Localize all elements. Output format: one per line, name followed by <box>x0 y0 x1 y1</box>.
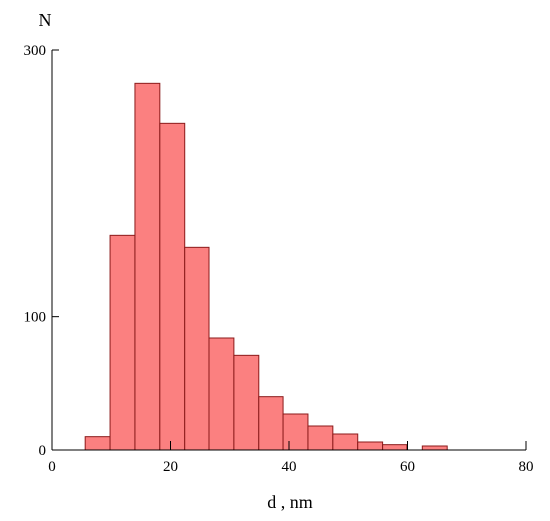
x-axis-label: d , nm <box>267 492 313 512</box>
histogram-bar-2 <box>109 234 136 451</box>
bars-group <box>84 82 448 451</box>
x-tick-label: 80 <box>519 459 534 475</box>
histogram-bar-13 <box>382 444 408 451</box>
histogram-bar-7 <box>233 354 260 451</box>
histogram-bar-9 <box>282 413 309 451</box>
histogram-bar-8 <box>258 396 284 451</box>
x-tick-label: 0 <box>48 459 56 475</box>
y-tick-label: 300 <box>24 43 47 59</box>
histogram-bar-1 <box>84 436 111 451</box>
ticks-group: 0 20 40 60 80 0 100 300 <box>24 43 534 475</box>
histogram-bar-10 <box>307 425 334 451</box>
histogram-bar-4 <box>159 122 186 451</box>
histogram-bar-14 <box>421 445 448 451</box>
y-tick-label: 100 <box>24 310 47 326</box>
x-tick-label: 20 <box>163 459 178 475</box>
y-axis-label: N <box>39 10 52 30</box>
histogram-bar-6 <box>208 337 235 451</box>
y-tick-label: 0 <box>39 443 47 459</box>
histogram-bar-12 <box>357 441 384 451</box>
x-tick-label: 60 <box>400 459 415 475</box>
x-tick-label: 40 <box>282 459 297 475</box>
histogram-bar-5 <box>184 246 210 451</box>
histogram-bar-3 <box>134 82 161 451</box>
histogram-bar-11 <box>332 433 359 451</box>
